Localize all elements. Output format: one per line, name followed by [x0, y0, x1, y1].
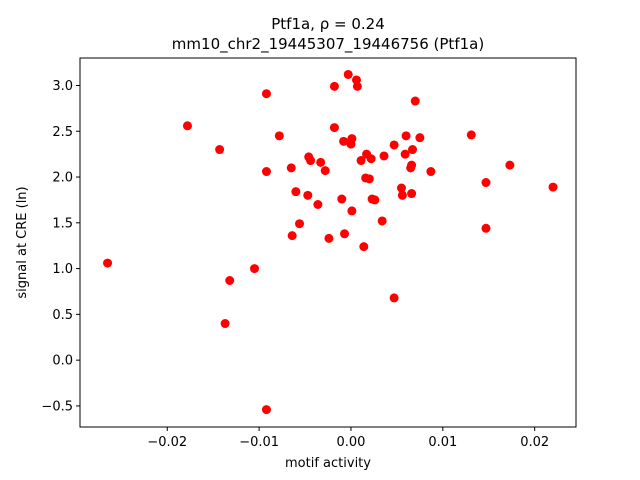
data-point-32	[356, 156, 366, 166]
data-point-36	[364, 174, 374, 184]
data-point-54	[426, 167, 436, 177]
data-point-22	[329, 123, 339, 133]
data-point-31	[352, 81, 362, 91]
points-layer	[103, 69, 558, 415]
plot-frame	[79, 57, 577, 428]
y-tick-label-6: 2.5	[52, 125, 73, 140]
data-point-57	[481, 223, 491, 233]
data-point-17	[313, 200, 323, 209]
data-point-29	[347, 206, 357, 216]
data-point-7	[261, 167, 271, 177]
y-tick-label-0: −0.5	[41, 399, 73, 414]
data-point-10	[286, 163, 296, 173]
data-point-14	[303, 190, 313, 200]
data-point-47	[401, 131, 411, 141]
data-point-6	[261, 89, 271, 99]
data-point-19	[320, 166, 330, 176]
data-point-42	[389, 140, 399, 150]
data-point-59	[548, 182, 558, 192]
data-point-23	[337, 194, 347, 204]
data-point-45	[397, 190, 407, 200]
data-point-56	[481, 178, 491, 188]
data-point-3	[220, 319, 230, 329]
y-tick-label-4: 1.5	[52, 216, 73, 231]
data-point-12	[291, 187, 301, 197]
y-tick-label-1: 0.0	[52, 354, 73, 369]
data-point-55	[466, 130, 476, 140]
x-tick-label-3: 0.01	[428, 435, 457, 450]
data-point-1	[182, 121, 192, 131]
chart-subtitle: mm10_chr2_19445307_19446756 (Ptf1a)	[172, 35, 484, 54]
y-axis: −0.5 0.0 0.5 1.0 1.5 2.0 2.5 3.0	[41, 79, 80, 414]
data-point-18	[316, 157, 326, 167]
data-point-24	[339, 136, 349, 146]
chart-title: Ptf1a, ρ = 0.24	[271, 15, 385, 33]
x-axis: −0.02 −0.01 0.00 0.01 0.02	[147, 427, 549, 450]
y-axis-label: signal at CRE (ln)	[15, 186, 30, 298]
data-point-43	[389, 293, 399, 303]
data-point-13	[295, 219, 305, 229]
data-point-49	[407, 160, 417, 170]
data-point-53	[415, 133, 425, 143]
data-point-51	[408, 145, 417, 155]
data-point-9	[274, 131, 284, 141]
y-tick-label-5: 2.0	[52, 171, 73, 186]
data-point-2	[215, 145, 225, 155]
data-point-5	[250, 264, 260, 274]
data-point-20	[324, 233, 334, 243]
data-point-58	[505, 160, 515, 170]
data-point-26	[343, 69, 353, 79]
data-point-39	[370, 195, 380, 205]
x-tick-label-2: 0.00	[336, 435, 365, 450]
data-point-21	[329, 81, 339, 91]
data-point-41	[379, 151, 389, 161]
data-point-33	[359, 242, 369, 252]
data-point-25	[340, 229, 350, 239]
data-point-28	[347, 134, 357, 144]
data-point-0	[103, 258, 113, 268]
data-point-8	[261, 405, 271, 415]
data-point-52	[410, 96, 420, 106]
data-point-40	[377, 216, 387, 226]
x-tick-label-0: −0.02	[147, 435, 187, 450]
data-point-46	[400, 149, 410, 159]
data-point-4	[225, 276, 235, 285]
y-tick-label-3: 1.0	[52, 262, 73, 277]
x-tick-label-1: −0.01	[239, 435, 279, 450]
x-tick-label-4: 0.02	[520, 435, 549, 450]
y-tick-label-7: 3.0	[52, 79, 73, 94]
data-point-50	[407, 189, 417, 199]
x-axis-label: motif activity	[285, 456, 371, 471]
data-point-44	[396, 183, 406, 193]
data-point-37	[366, 154, 376, 164]
data-point-11	[287, 231, 297, 241]
data-point-16	[306, 156, 316, 166]
y-tick-label-2: 0.5	[52, 308, 73, 323]
